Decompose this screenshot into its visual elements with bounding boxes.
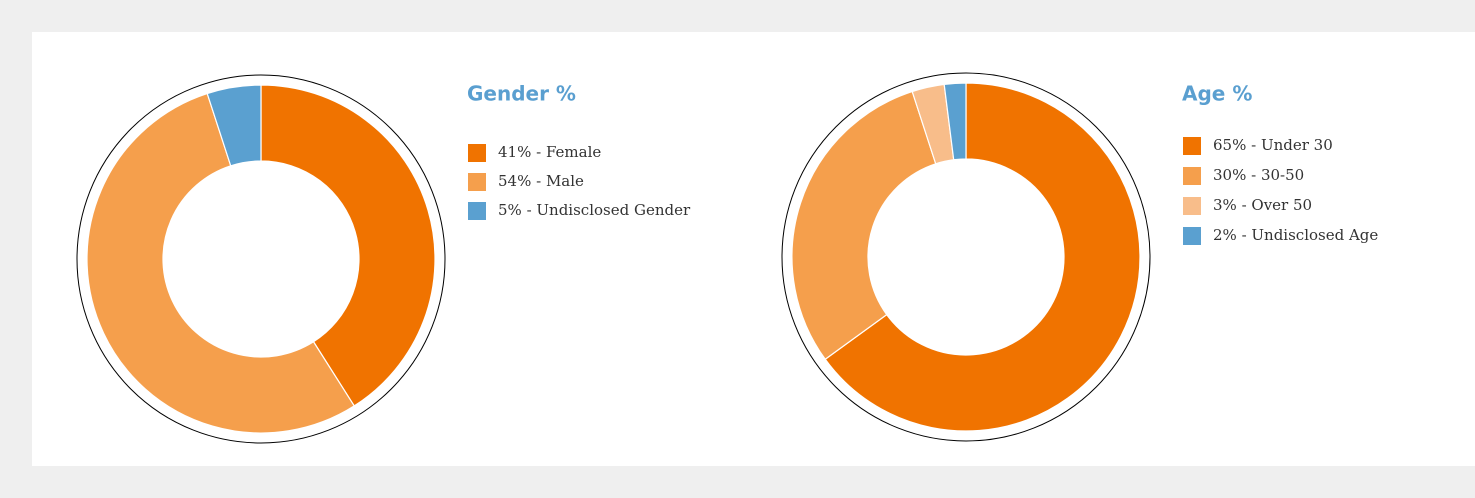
slice bbox=[943, 82, 967, 161]
legend-label: 2% - Undisclosed Age bbox=[1213, 226, 1378, 244]
legend-swatch bbox=[468, 144, 486, 162]
chart-title: Age % bbox=[1182, 82, 1252, 106]
legend-label: 5% - Undisclosed Gender bbox=[498, 201, 691, 219]
outer-ring bbox=[781, 72, 1151, 442]
slice bbox=[86, 92, 356, 434]
slice bbox=[791, 90, 937, 361]
outer-ring bbox=[76, 74, 446, 444]
legend-swatch bbox=[1183, 197, 1201, 215]
legend-label: 3% - Over 50 bbox=[1213, 196, 1312, 214]
slice bbox=[824, 82, 1141, 432]
legend-label: 41% - Female bbox=[498, 143, 601, 161]
legend-swatch bbox=[468, 173, 486, 191]
legend-swatch bbox=[468, 202, 486, 220]
legend-label: 65% - Under 30 bbox=[1213, 136, 1333, 154]
legend-label: 30% - 30-50 bbox=[1213, 166, 1304, 184]
chart-title: Gender % bbox=[467, 82, 576, 106]
slice bbox=[206, 84, 262, 167]
legend-swatch bbox=[1183, 167, 1201, 185]
legend-swatch bbox=[1183, 137, 1201, 155]
legend-swatch bbox=[1183, 227, 1201, 245]
slice bbox=[260, 84, 436, 407]
legend-label: 54% - Male bbox=[498, 172, 584, 190]
